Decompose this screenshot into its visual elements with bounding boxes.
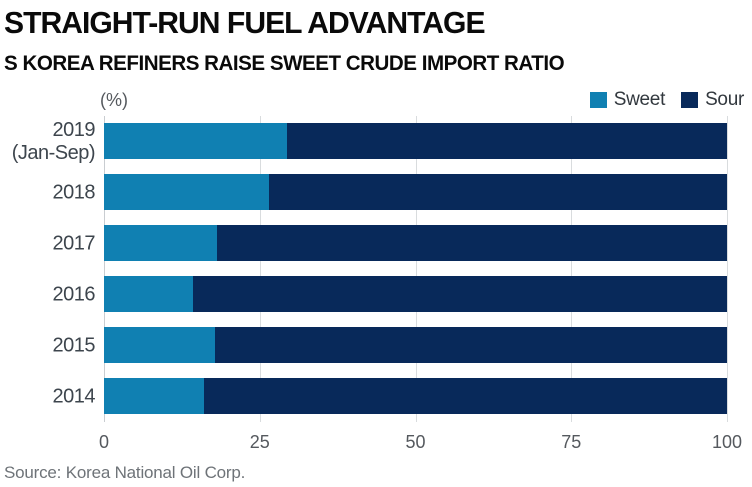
x-tick-label-100: 100	[711, 432, 743, 452]
stacked-bar	[104, 174, 727, 210]
x-axis: 0 25 50 75 100	[99, 422, 742, 456]
y-axis-label: 2018	[52, 181, 96, 203]
source-note: Source: Korea National Oil Corp.	[4, 463, 246, 482]
bar-segment-sour	[214, 327, 727, 363]
y-axis-label: 2019 (Jan-Sep)	[11, 118, 96, 164]
bar-segment-sour	[204, 378, 727, 414]
bar-segment-sweet	[104, 225, 217, 261]
bar-segment-sour	[216, 225, 727, 261]
bar-row-2018: 2018	[53, 167, 727, 218]
axis-unit-label: (%)	[100, 89, 128, 110]
x-tick-label-0: 0	[98, 432, 110, 452]
stacked-bar	[104, 327, 727, 363]
bar-row-2014: 2014	[53, 371, 727, 422]
x-tick-label-50: 50	[405, 432, 426, 452]
bar-row-2015: 2015	[53, 320, 727, 371]
bar-segment-sweet	[104, 327, 215, 363]
page-subtitle: S KOREA REFINERS RAISE SWEET CRUDE IMPOR…	[4, 52, 565, 75]
stacked-bar	[104, 225, 727, 261]
y-axis-label: 2016	[52, 283, 96, 305]
plot-area: 2019 (Jan-Sep) 2018 2017 2016 2015 2014	[12, 116, 728, 422]
gridline-25	[259, 116, 261, 422]
y-axis-label: 2017	[52, 232, 96, 254]
bar-row-2016: 2016	[53, 269, 727, 320]
x-tick-label-25: 25	[249, 432, 270, 452]
legend-item-sweet: Sweet	[589, 89, 666, 111]
legend: Sweet Sour	[589, 89, 744, 111]
y-axis-line	[104, 116, 105, 422]
gridline-50	[415, 116, 417, 422]
bar-row-2019-jan-sep-: 2019 (Jan-Sep)	[12, 116, 727, 167]
legend-item-sour: Sour	[681, 89, 744, 111]
y-axis-label: 2014	[52, 385, 96, 407]
gridline-100	[727, 116, 728, 422]
bar-segment-sour	[269, 174, 727, 210]
bar-segment-sour	[193, 276, 727, 312]
gridline-75	[571, 116, 573, 422]
chart-header-row: (%) Sweet Sour	[4, 89, 752, 111]
bar-segment-sweet	[104, 276, 194, 312]
bar-segment-sweet	[104, 378, 205, 414]
bar-segment-sweet	[104, 174, 270, 210]
bar-row-2017: 2017	[53, 218, 727, 269]
legend-swatch-sour	[681, 92, 699, 108]
legend-label-sour: Sour	[705, 89, 744, 110]
page-title: STRAIGHT-RUN FUEL ADVANTAGE	[4, 5, 486, 40]
legend-swatch-sweet	[589, 92, 607, 108]
bar-segment-sweet	[104, 123, 288, 159]
stacked-bar	[104, 378, 727, 414]
legend-label-sweet: Sweet	[613, 89, 666, 110]
bar-segment-sour	[287, 123, 727, 159]
x-tick-label-75: 75	[561, 432, 582, 452]
y-axis-label: 2015	[52, 334, 96, 356]
stacked-bar	[104, 276, 727, 312]
stacked-bar	[104, 123, 727, 159]
